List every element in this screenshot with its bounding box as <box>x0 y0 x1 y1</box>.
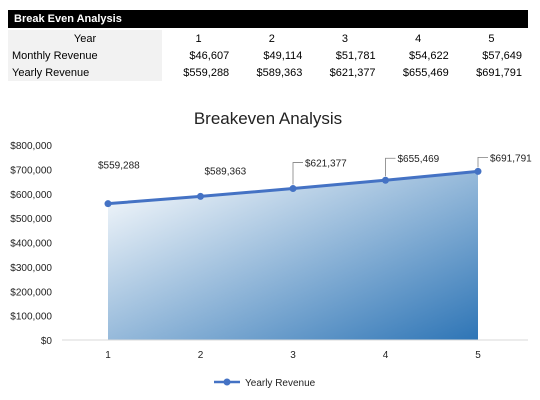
table-cell[interactable]: $621,377 <box>329 66 376 79</box>
y-tick-label: $300,000 <box>10 263 52 274</box>
revenue-table: Year 1 2 3 4 5 Monthly Revenue $46,607 $… <box>8 30 528 81</box>
y-tick-label: $200,000 <box>10 287 52 298</box>
table-cell[interactable]: $54,622 <box>408 49 449 62</box>
leader-line <box>477 156 488 168</box>
row-label[interactable]: Yearly Revenue <box>8 64 162 81</box>
data-point <box>104 200 112 208</box>
table-row: Yearly Revenue $559,288 $589,363 $621,37… <box>8 64 528 81</box>
area-fill <box>108 171 478 340</box>
data-points <box>104 167 482 208</box>
year-header[interactable]: 3 <box>341 32 349 45</box>
chart-legend[interactable]: Yearly Revenue <box>214 378 316 389</box>
y-tick-label: $100,000 <box>10 312 52 323</box>
data-point <box>474 167 482 175</box>
legend-marker-icon <box>223 378 231 386</box>
table-cell[interactable]: $589,363 <box>256 66 303 79</box>
x-tick-label: 3 <box>290 350 296 361</box>
x-tick-label: 1 <box>105 350 111 361</box>
leader-line <box>292 162 303 185</box>
y-tick-label: $600,000 <box>10 190 52 201</box>
data-point <box>197 192 204 200</box>
sheet-title: Break Even Analysis <box>8 10 528 28</box>
data-label: $655,469 <box>398 154 440 165</box>
breakeven-chart[interactable]: Breakeven Analysis $0 $100,000 $200,000 $30… <box>0 100 540 400</box>
leader-line <box>385 157 396 177</box>
y-tick-label: $800,000 <box>10 141 52 152</box>
legend-label: Yearly Revenue <box>245 378 316 389</box>
year-header[interactable]: 1 <box>195 32 202 45</box>
table-row: Monthly Revenue $46,607 $49,114 $51,781 … <box>8 47 528 64</box>
data-labels: $559,288 $589,363 $621,377 $655,469 $691,791 <box>98 153 532 185</box>
table-cell[interactable]: $46,607 <box>189 49 230 62</box>
x-tick-label: 2 <box>198 350 204 361</box>
y-tick-label: $500,000 <box>10 214 52 225</box>
table-cell[interactable]: $51,781 <box>335 49 376 62</box>
table-cell[interactable]: $559,288 <box>183 66 230 79</box>
table-header-row: Year 1 2 3 4 5 <box>8 30 528 47</box>
row-label[interactable]: Monthly Revenue <box>8 47 162 64</box>
header-label[interactable]: Year <box>8 30 162 47</box>
table-cell[interactable]: $49,114 <box>263 49 303 62</box>
y-tick-label: $700,000 <box>10 165 52 176</box>
area-layer <box>108 171 478 340</box>
year-header[interactable]: 4 <box>415 32 422 45</box>
data-label: $559,288 <box>98 161 140 172</box>
data-point <box>382 176 389 184</box>
x-tick-label: 4 <box>383 350 389 361</box>
x-axis-labels: 1 2 3 4 5 <box>105 350 481 361</box>
data-label: $691,791 <box>490 153 532 164</box>
table-cell[interactable]: $655,469 <box>402 66 449 79</box>
data-label: $589,363 <box>205 166 247 177</box>
y-tick-label: $400,000 <box>10 239 52 250</box>
chart-title: Breakeven Analysis <box>194 109 342 128</box>
y-tick-label: $0 <box>41 336 53 347</box>
table-cell[interactable]: $691,791 <box>476 66 522 79</box>
data-label: $621,377 <box>305 159 347 170</box>
year-header[interactable]: 5 <box>488 32 495 45</box>
table-cell[interactable]: $57,649 <box>482 49 522 62</box>
data-point <box>289 185 297 193</box>
year-header[interactable]: 2 <box>268 32 275 45</box>
y-axis-labels: $0 $100,000 $200,000 $300,000 $400,000 $500,0… <box>10 141 52 347</box>
x-tick-label: 5 <box>475 350 481 361</box>
